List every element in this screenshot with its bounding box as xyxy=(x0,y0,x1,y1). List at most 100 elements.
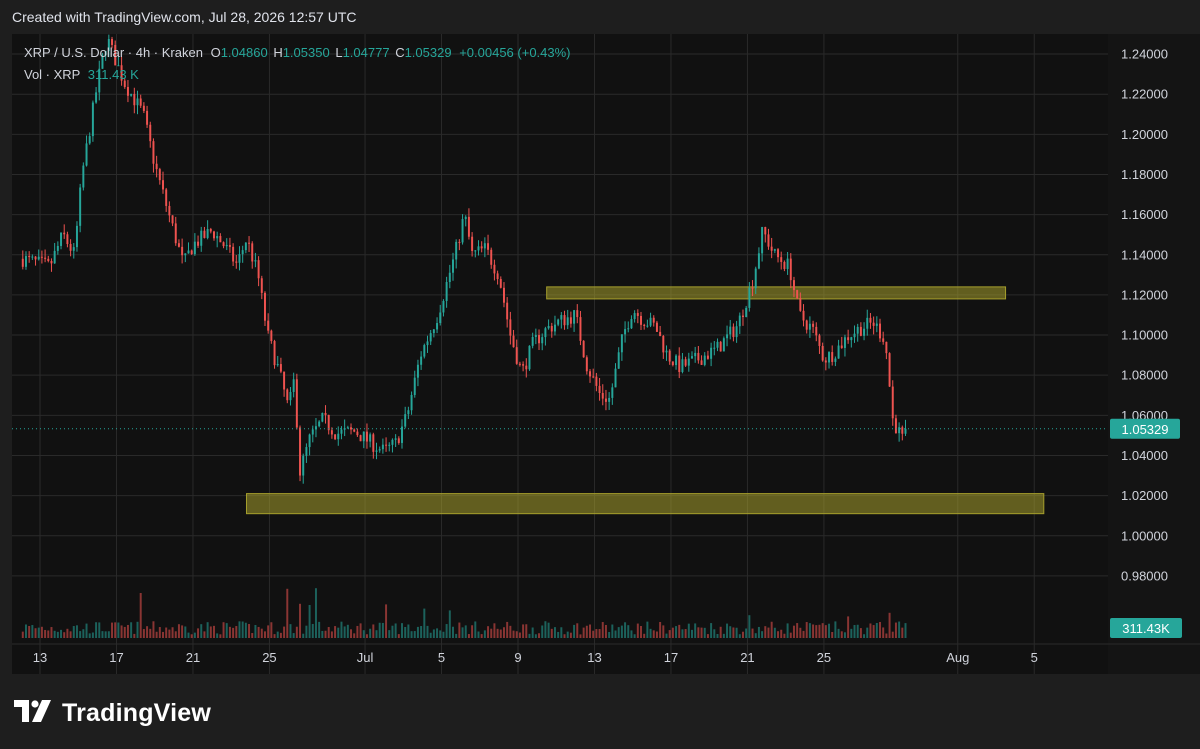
volume-bar xyxy=(238,621,241,638)
volume-bar xyxy=(149,628,152,638)
candle-body xyxy=(330,430,333,435)
candle-body xyxy=(875,323,878,326)
volume-bar xyxy=(557,631,560,638)
candle-body xyxy=(257,260,260,279)
candle xyxy=(391,438,394,453)
candle xyxy=(678,347,681,379)
candle-body xyxy=(21,258,24,267)
volume-bar xyxy=(620,625,623,638)
candle-body xyxy=(863,328,866,336)
candle xyxy=(767,228,770,250)
candle xyxy=(136,90,139,115)
volume-bar xyxy=(56,631,59,638)
volume-bar xyxy=(531,627,534,638)
candle xyxy=(691,351,693,359)
candle-body xyxy=(190,250,193,255)
volume-bar xyxy=(643,633,646,638)
candle-body xyxy=(617,352,620,369)
candle xyxy=(235,254,238,269)
price-axis[interactable]: 1.24000 1.22000 1.20000 1.18000 1.16000 1.140… xyxy=(1110,47,1182,638)
volume-bar xyxy=(697,627,700,638)
price-chart[interactable]: 1.24000 1.22000 1.20000 1.18000 1.16000 1.140… xyxy=(0,34,1200,674)
candle xyxy=(850,336,853,348)
candle-body xyxy=(60,232,63,246)
candle-body xyxy=(713,347,716,349)
candle xyxy=(732,323,735,342)
volume-bar xyxy=(764,626,767,638)
candle-body xyxy=(91,102,94,137)
candle-body xyxy=(391,439,394,445)
candle-body xyxy=(225,245,228,247)
price-axis-background xyxy=(1108,34,1200,674)
candle-body xyxy=(142,105,145,111)
chart-area[interactable]: 1.24000 1.22000 1.20000 1.18000 1.16000 1.140… xyxy=(0,34,1200,674)
volume-bar xyxy=(413,631,416,638)
candle xyxy=(901,425,904,441)
candle-body xyxy=(700,360,703,365)
volume-bar xyxy=(98,622,101,638)
candle-body xyxy=(85,143,88,166)
volume-bar xyxy=(882,627,885,638)
candle xyxy=(359,434,362,442)
candle-body xyxy=(815,326,818,336)
volume-bar xyxy=(595,629,598,638)
candle-body xyxy=(168,205,171,216)
volume-bar xyxy=(101,631,104,638)
candle-body xyxy=(369,434,372,442)
candle xyxy=(34,256,37,266)
candle-body xyxy=(308,434,311,448)
time-axis[interactable]: 13 17 21 25 Jul 5 9 13 17 21 25 Aug 5 xyxy=(12,643,1200,665)
price-tick-label: 1.12000 xyxy=(1121,287,1168,302)
candle-body xyxy=(525,365,528,370)
price-tick-label: 1.02000 xyxy=(1121,488,1168,503)
candle-body xyxy=(576,310,579,318)
candle xyxy=(53,242,56,264)
candle xyxy=(729,319,732,340)
candle-body xyxy=(327,414,330,431)
candle-body xyxy=(120,65,123,81)
time-tick-label: 17 xyxy=(109,650,123,665)
volume-bar xyxy=(630,630,633,638)
volume-bar xyxy=(843,632,846,638)
candle xyxy=(305,443,308,463)
volume-bar xyxy=(381,622,384,638)
candle-body xyxy=(757,253,760,269)
candle-body xyxy=(238,254,241,263)
candle xyxy=(318,420,321,428)
candle-body xyxy=(397,438,400,443)
volume-bar xyxy=(302,633,305,638)
candle xyxy=(213,230,215,241)
candle xyxy=(904,419,907,437)
volume-bar xyxy=(359,623,362,638)
candle xyxy=(531,332,534,349)
volume-bar xyxy=(53,630,56,638)
volume-bar xyxy=(442,631,445,638)
candle xyxy=(783,260,786,272)
candle xyxy=(882,331,885,345)
time-tick-label: 13 xyxy=(33,650,47,665)
volume-bar xyxy=(407,624,410,638)
candle xyxy=(101,52,104,69)
candle-body xyxy=(856,326,859,334)
volume-bar xyxy=(136,621,139,638)
candle xyxy=(483,237,486,258)
volume-bar xyxy=(244,622,247,638)
candle-body xyxy=(34,256,37,260)
candle-body xyxy=(904,428,907,434)
candle xyxy=(589,369,592,383)
candle-body xyxy=(356,431,359,436)
candle xyxy=(796,289,799,300)
candle-body xyxy=(885,341,888,354)
candle xyxy=(401,419,403,449)
volume-bar xyxy=(423,608,426,638)
candle xyxy=(643,323,646,330)
candle xyxy=(426,335,429,353)
candle xyxy=(738,312,741,334)
price-tick-label: 1.00000 xyxy=(1121,528,1168,543)
volume-bar xyxy=(665,633,668,638)
candle xyxy=(254,252,257,268)
legend-close-value: 1.05329 xyxy=(404,45,452,60)
volume-bar xyxy=(518,632,521,638)
legend-high-value: 1.05350 xyxy=(282,45,330,60)
candle-body xyxy=(104,50,107,56)
